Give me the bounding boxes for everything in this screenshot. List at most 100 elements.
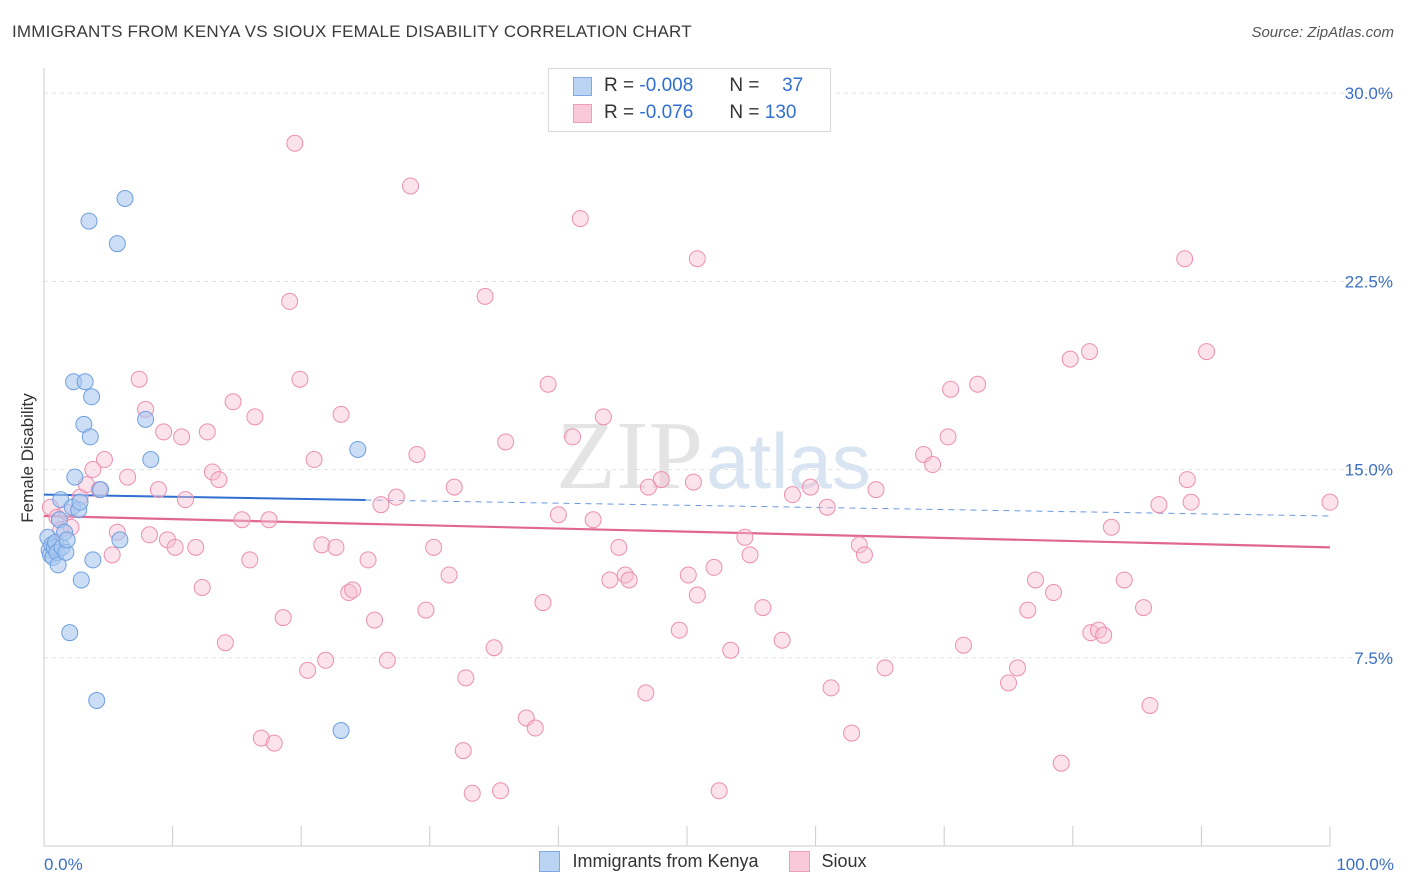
sioux-point — [291, 370, 309, 388]
legend-label-kenya: Immigrants from Kenya — [572, 851, 759, 871]
sioux-point — [224, 393, 242, 411]
sioux-point — [166, 538, 184, 556]
sioux-point — [705, 558, 723, 576]
kenya-point — [83, 388, 101, 406]
sioux-point — [176, 491, 194, 509]
legend-n-label: N = — [729, 75, 760, 96]
sioux-point — [281, 292, 299, 310]
sioux-point — [867, 481, 885, 499]
sioux-point — [1135, 599, 1153, 617]
sioux-point — [710, 782, 728, 800]
sioux-point — [549, 506, 567, 524]
sioux-point — [584, 511, 602, 529]
legend-item-kenya: Immigrants from Kenya — [539, 851, 759, 872]
sioux-point — [684, 473, 702, 491]
sioux-point — [601, 571, 619, 589]
sioux-point — [1115, 571, 1133, 589]
sioux-point — [783, 486, 801, 504]
sioux-point — [476, 287, 494, 305]
kenya-point — [61, 624, 79, 642]
sioux-point — [492, 782, 510, 800]
sioux-point — [754, 599, 772, 617]
watermark-zip: ZIP — [556, 402, 703, 510]
y-tick-label: 22.5% — [1345, 272, 1393, 291]
legend-r-label: R = — [604, 102, 635, 123]
sioux-point — [155, 423, 173, 441]
sioux-point — [924, 456, 942, 474]
kenya-point — [116, 190, 134, 208]
sioux-point — [1081, 343, 1099, 361]
y-tick-labels: 7.5% 15.0% 22.5% 30.0% — [1345, 84, 1393, 668]
kenya-point — [92, 481, 110, 499]
sioux-point — [457, 669, 475, 687]
kenya-point — [58, 531, 76, 549]
sioux-point — [305, 451, 323, 469]
sioux-point — [198, 423, 216, 441]
sioux-point — [252, 729, 270, 747]
sioux-point — [637, 684, 655, 702]
sioux-point — [265, 734, 283, 752]
sioux-point — [773, 631, 791, 649]
sioux-point — [103, 546, 121, 564]
kenya-point — [81, 428, 99, 446]
legend-r-value: -0.076 — [639, 102, 694, 123]
legend-swatch-sioux — [573, 103, 592, 123]
source-label: Source: ZipAtlas.com — [1251, 24, 1394, 41]
sioux-point — [1321, 493, 1339, 511]
sioux-point — [454, 742, 472, 760]
sioux-point — [344, 581, 362, 599]
sioux-point — [497, 433, 515, 451]
sioux-trend-line — [43, 514, 1331, 549]
kenya-point — [88, 691, 106, 709]
sioux-point — [679, 566, 697, 584]
sioux-point — [485, 639, 503, 657]
sioux-point — [1061, 350, 1079, 368]
sioux-point — [741, 546, 759, 564]
y-tick-label: 7.5% — [1354, 649, 1393, 668]
sioux-point — [313, 536, 331, 554]
series-legend: Immigrants from Kenya Sioux — [0, 851, 1406, 872]
sioux-point — [1027, 571, 1045, 589]
sioux-point — [140, 526, 158, 544]
sioux-point — [639, 478, 657, 496]
axes — [43, 68, 1331, 847]
sioux-point — [670, 621, 688, 639]
kenya-point — [80, 212, 98, 230]
sioux-point — [843, 724, 861, 742]
sioux-point — [1019, 601, 1037, 619]
sioux-point — [84, 461, 102, 479]
sioux-point — [286, 134, 304, 152]
sioux-point — [408, 445, 426, 463]
kenya-point — [108, 235, 126, 253]
sioux-point — [417, 601, 435, 619]
sioux-point — [210, 471, 228, 489]
sioux-point — [317, 651, 335, 669]
sioux-point — [539, 375, 557, 393]
sioux-point — [610, 538, 628, 556]
sioux-point — [876, 659, 894, 677]
sioux-point — [359, 551, 377, 569]
sioux-point — [463, 784, 481, 802]
legend-swatch-kenya — [539, 851, 561, 872]
sioux-point — [564, 428, 582, 446]
kenya-point — [49, 556, 67, 574]
kenya-point — [76, 373, 94, 391]
sioux-point — [1045, 584, 1063, 602]
kenya-point — [142, 451, 160, 469]
sioux-point — [736, 528, 754, 546]
sioux-point — [1182, 493, 1200, 511]
sioux-point — [332, 405, 350, 423]
sioux-point — [954, 636, 972, 654]
chart-title: IMMIGRANTS FROM KENYA VS SIOUX FEMALE DI… — [12, 22, 692, 41]
sioux-point — [594, 408, 612, 426]
sioux-point — [534, 594, 552, 612]
sioux-point — [1009, 659, 1027, 677]
sioux-point — [187, 538, 205, 556]
watermark-atlas: atlas — [706, 417, 871, 505]
sioux-point — [571, 210, 589, 228]
sioux-point — [620, 571, 638, 589]
kenya-point — [111, 531, 129, 549]
kenya-point — [66, 468, 84, 486]
sioux-point — [216, 634, 234, 652]
sioux-point — [722, 641, 740, 659]
